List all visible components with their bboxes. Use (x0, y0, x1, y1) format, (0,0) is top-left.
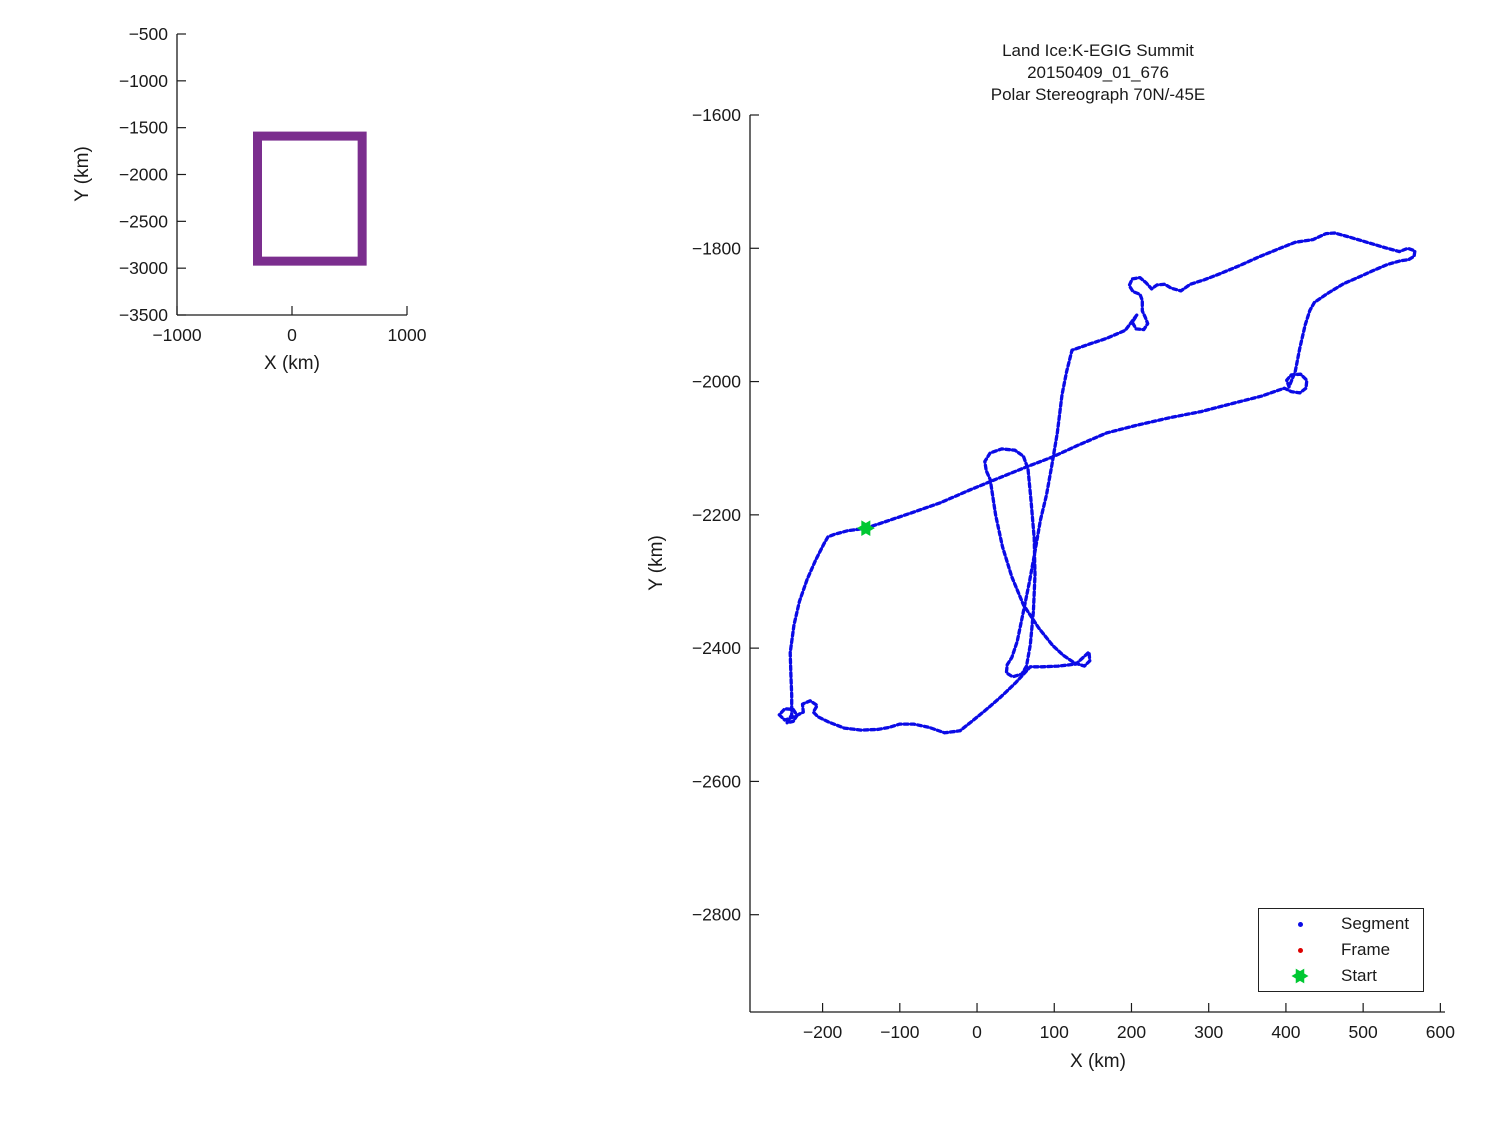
main-x-tick-label: −200 (803, 1022, 843, 1042)
main-x-tick-label: −100 (880, 1022, 920, 1042)
overview-y-tick-label: −1500 (119, 118, 168, 138)
legend-label-start: Start (1341, 966, 1377, 985)
main-x-tick-label: 300 (1194, 1022, 1223, 1042)
main-x-tick-label: 400 (1271, 1022, 1300, 1042)
main-x-tick-label: 100 (1040, 1022, 1069, 1042)
overview-y-tick-label: −1000 (119, 71, 168, 91)
main-y-tick-label: −1800 (692, 238, 741, 258)
legend-item-segment: Segment (1259, 911, 1423, 937)
overview-y-tick-label: −2000 (119, 165, 168, 185)
overview-x-axis-label: X (km) (264, 353, 320, 374)
start-hexagram-icon (1259, 967, 1341, 985)
title-line-flight-id: 20150409_01_676 (1027, 63, 1169, 82)
legend-box: Segment Frame Start (1258, 908, 1424, 992)
overview-x-tick-label: 0 (287, 325, 297, 345)
overview-axes: −1000 0 1000 −500 −1000 −1500 −2000 −2500 −3000 −… (119, 24, 427, 345)
start-marker (856, 520, 875, 536)
legend-start-hexagram (1291, 968, 1309, 984)
main-y-tick-label: −2800 (692, 905, 741, 925)
title-line-projection: Polar Stereograph 70N/-45E (990, 85, 1206, 104)
main-y-tick-label: −2400 (692, 638, 741, 658)
main-x-tick-label: 0 (972, 1022, 982, 1042)
main-y-axis-label: Y (km) (646, 535, 667, 591)
legend-item-frame: Frame (1259, 937, 1423, 963)
title-line-campaign: Land Ice:K-EGIG Summit (1002, 41, 1194, 60)
overview-x-tick-label: −1000 (152, 325, 201, 345)
legend-label-segment: Segment (1341, 914, 1410, 933)
main-x-tick-label: 600 (1426, 1022, 1455, 1042)
main-axes: −200 −100 0 100 200 300 400 500 600 −1600 −1800 −20… (692, 105, 1455, 1042)
flight-trajectory (777, 231, 1417, 735)
main-x-tick-label: 500 (1349, 1022, 1378, 1042)
main-y-tick-label: −1600 (692, 105, 741, 125)
main-y-tick-label: −2600 (692, 771, 741, 791)
main-x-axis-label: X (km) (1070, 1051, 1126, 1072)
overview-y-tick-label: −3500 (119, 305, 168, 325)
main-y-tick-label: −2200 (692, 505, 741, 525)
overview-y-tick-label: −3000 (119, 258, 168, 278)
coverage-extent-rect (253, 131, 367, 266)
legend-item-start: Start (1259, 963, 1423, 989)
overview-y-axis-label: Y (km) (72, 146, 93, 202)
frame-dot-icon (1259, 947, 1341, 953)
main-plot-title: Land Ice:K-EGIG Summit 20150409_01_676 P… (991, 40, 1206, 106)
legend-label-frame: Frame (1341, 940, 1391, 959)
main-y-tick-label: −2000 (692, 372, 741, 392)
segment-dot-icon (1259, 921, 1341, 927)
overview-x-tick-label: 1000 (388, 325, 427, 345)
main-x-tick-label: 200 (1117, 1022, 1146, 1042)
overview-y-tick-label: −2500 (119, 211, 168, 231)
overview-y-tick-label: −500 (129, 24, 169, 44)
